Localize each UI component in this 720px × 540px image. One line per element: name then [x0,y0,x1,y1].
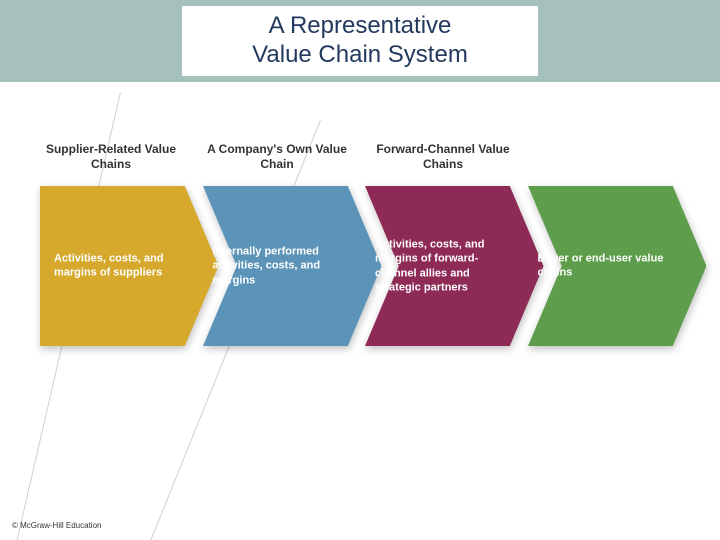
chevron-label-supplier: Activities, costs, and margins of suppli… [54,252,185,281]
chevron-buyer: Buyer or end-user value chains [528,186,707,346]
column-headers: Supplier-Related Value Chains A Company'… [40,142,680,172]
header-company: A Company's Own Value Chain [206,142,348,172]
chevron-label-buyer: Buyer or end-user value chains [538,252,673,281]
title-container: A RepresentativeValue Chain System [182,6,538,76]
chevron-supplier: Activities, costs, and margins of suppli… [40,186,219,346]
page-title: A RepresentativeValue Chain System [252,12,468,70]
chevron-row: Activities, costs, and margins of suppli… [40,186,690,346]
title-band: A RepresentativeValue Chain System [0,0,720,82]
chevron-forward: Activities, costs, and margins of forwar… [365,186,544,346]
copyright-footer: © McGraw-Hill Education [12,521,101,530]
chevron-company: Internally performed activities, costs, … [203,186,382,346]
chevron-label-company: Internally performed activities, costs, … [213,245,348,288]
chevron-label-forward: Activities, costs, and margins of forwar… [375,237,510,294]
header-supplier: Supplier-Related Value Chains [40,142,182,172]
header-forward: Forward-Channel Value Chains [372,142,514,172]
